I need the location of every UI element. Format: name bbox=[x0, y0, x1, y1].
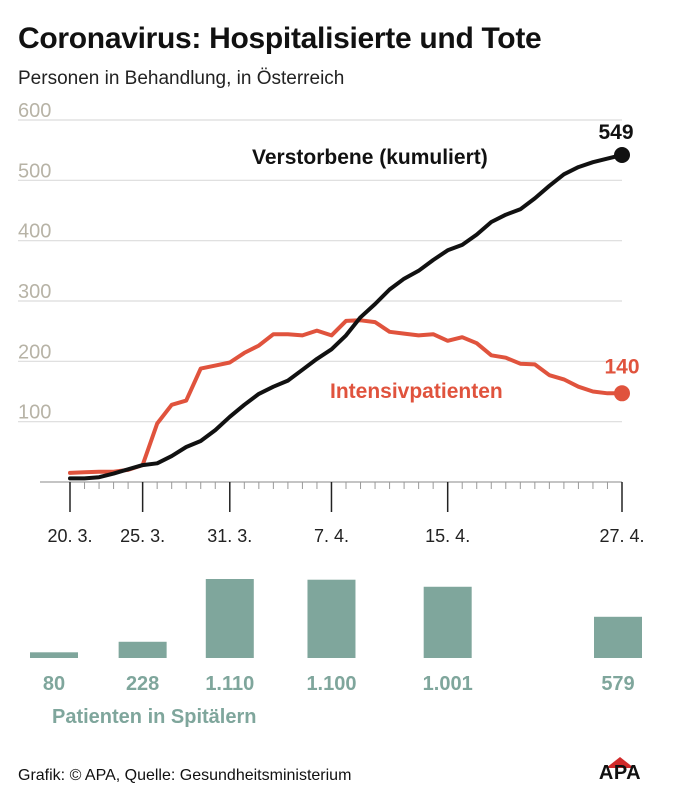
x-tick-label: 20. 3. bbox=[47, 526, 92, 546]
bar bbox=[205, 579, 254, 658]
bar-value-label: 579 bbox=[601, 673, 634, 695]
source-credit: Grafik: © APA, Quelle: Gesundheitsminist… bbox=[18, 767, 352, 784]
bar bbox=[30, 652, 78, 658]
series-line-icu bbox=[68, 318, 624, 475]
bar-value-label: 1.100 bbox=[306, 673, 356, 695]
apa-logo: APA bbox=[584, 756, 656, 788]
bar bbox=[423, 586, 472, 658]
x-tick-label: 31. 3. bbox=[207, 526, 252, 546]
x-tick-label: 15. 4. bbox=[425, 526, 470, 546]
series-end-label-deaths: 549 bbox=[598, 121, 633, 144]
bar-series-title: Patienten in Spitälern bbox=[52, 706, 256, 728]
bar bbox=[594, 616, 642, 658]
bar-value-label: 1.001 bbox=[423, 673, 473, 695]
bar-value-label: 228 bbox=[126, 673, 159, 695]
y-axis-ticks: 600 500 400 300 200 100 bbox=[18, 100, 51, 424]
bar-value-label: 1.110 bbox=[205, 673, 254, 695]
x-tick-label: 27. 4. bbox=[599, 526, 644, 546]
bar bbox=[307, 579, 356, 658]
bar-series: 80 228 1.110 1.100 1.001 579 Patienten in Spit… bbox=[30, 579, 642, 728]
series-end-label-icu: 140 bbox=[604, 355, 639, 378]
series-name-icu: Intensivpatienten bbox=[330, 380, 503, 403]
apa-logo-text: APA bbox=[598, 762, 642, 784]
y-tick-label-100: 100 bbox=[18, 402, 51, 424]
y-tick-label-400: 400 bbox=[18, 221, 51, 243]
x-tick-label: 25. 3. bbox=[120, 526, 165, 546]
line-series: 140 Intensivpatienten 549 Verstorbene (kumu… bbox=[68, 121, 640, 481]
y-tick-label-300: 300 bbox=[18, 281, 51, 303]
bar bbox=[118, 641, 167, 658]
logo-triangle-icon bbox=[606, 757, 634, 768]
x-axis: 20. 3. 25. 3. 31. 3. 7. 4. 15. 4. 27. 4. bbox=[40, 481, 645, 546]
x-tick-label: 7. 4. bbox=[314, 526, 349, 546]
chart-subtitle: Personen in Behandlung, in Österreich bbox=[18, 68, 345, 89]
y-tick-label-200: 200 bbox=[18, 341, 51, 363]
y-tick-label-500: 500 bbox=[18, 160, 51, 182]
chart-canvas: 600 500 400 300 200 100 20. 3. 25. 3. 31. 3. 7. … bbox=[18, 100, 645, 728]
y-tick-label-600: 600 bbox=[18, 100, 51, 122]
apa-logo-mark bbox=[606, 757, 634, 768]
series-end-dot-deaths bbox=[614, 146, 630, 163]
grid-lines bbox=[18, 119, 622, 423]
bar-value-label: 80 bbox=[43, 673, 65, 695]
chart-title: Coronavirus: Hospitalisierte und Tote bbox=[18, 22, 542, 55]
series-name-deaths: Verstorbene (kumuliert) bbox=[252, 146, 488, 169]
series-line-deaths bbox=[68, 153, 624, 481]
series-end-dot-icu bbox=[614, 385, 630, 402]
